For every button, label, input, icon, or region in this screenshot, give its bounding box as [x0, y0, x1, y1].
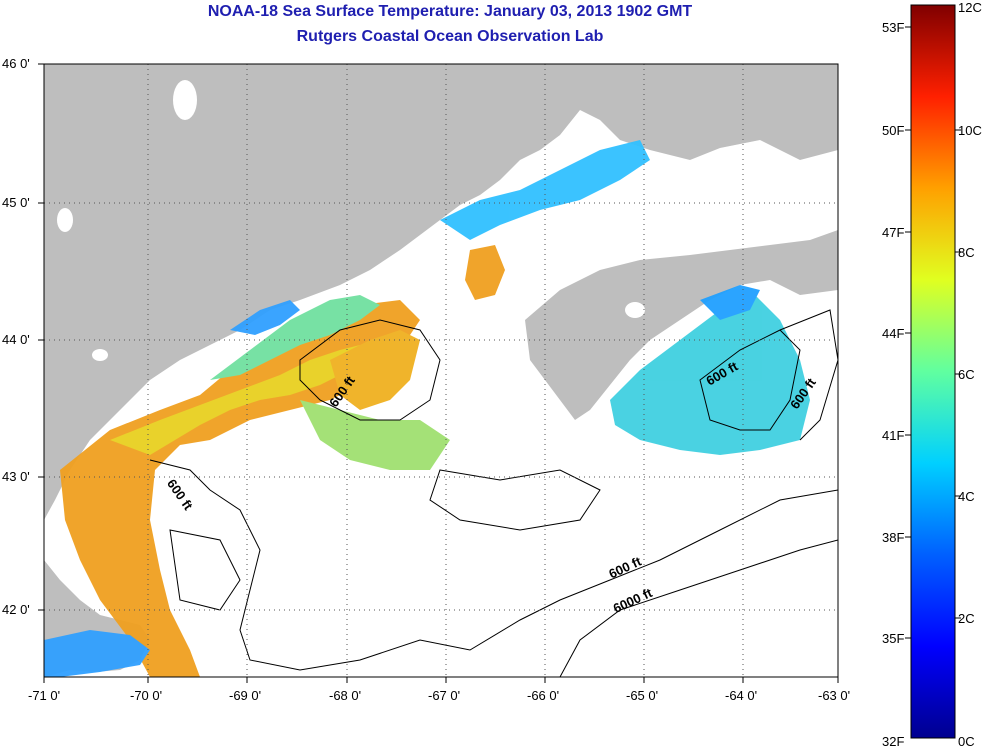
land-nova-scotia [525, 230, 838, 420]
colorbar [910, 4, 956, 739]
colorbar-f-label: 38F [882, 530, 905, 545]
map-area [44, 64, 838, 677]
lat-label: 42 0' [2, 602, 30, 617]
lat-label: 46 0' [2, 56, 30, 71]
colorbar-f-label: 32F [882, 734, 905, 749]
lon-label: -66 0' [527, 688, 560, 703]
colorbar-f-label: 47F [882, 225, 905, 240]
lon-label: -63 0' [818, 688, 851, 703]
lon-label: -65 0' [626, 688, 659, 703]
colorbar-ticks [905, 26, 961, 639]
colorbar-c-label: 2C [958, 611, 975, 626]
colorbar-f-label: 41F [882, 428, 905, 443]
lon-label: -68 0' [329, 688, 362, 703]
colorbar-c-label: 12C [958, 0, 982, 15]
colorbar-c-label: 10C [958, 123, 982, 138]
colorbar-f-label: 50F [882, 123, 905, 138]
map-frame [43, 63, 839, 678]
lat-label: 45 0' [2, 195, 30, 210]
colorbar-c-label: 6C [958, 367, 975, 382]
lon-label: -71 0' [28, 688, 61, 703]
graticule [44, 64, 838, 677]
lon-label: -67 0' [428, 688, 461, 703]
land-mainland [44, 64, 838, 520]
colorbar-f-label: 53F [882, 20, 905, 35]
lon-label: -64 0' [725, 688, 758, 703]
colorbar-c-label: 4C [958, 489, 975, 504]
lon-label: -70 0' [130, 688, 163, 703]
colorbar-c-label: 8C [958, 245, 975, 260]
colorbar-f-label: 35F [882, 631, 905, 646]
axis-ticks [38, 63, 839, 683]
map-subtitle: Rutgers Coastal Ocean Observation Lab [296, 28, 604, 45]
lat-label: 44 0' [2, 332, 30, 347]
lat-label: 43 0' [2, 469, 30, 484]
lon-label: -69 0' [229, 688, 262, 703]
colorbar-f-label: 44F [882, 326, 905, 341]
map-title: NOAA-18 Sea Surface Temperature: January… [207, 3, 693, 20]
colorbar-c-label: 0C [958, 734, 975, 749]
